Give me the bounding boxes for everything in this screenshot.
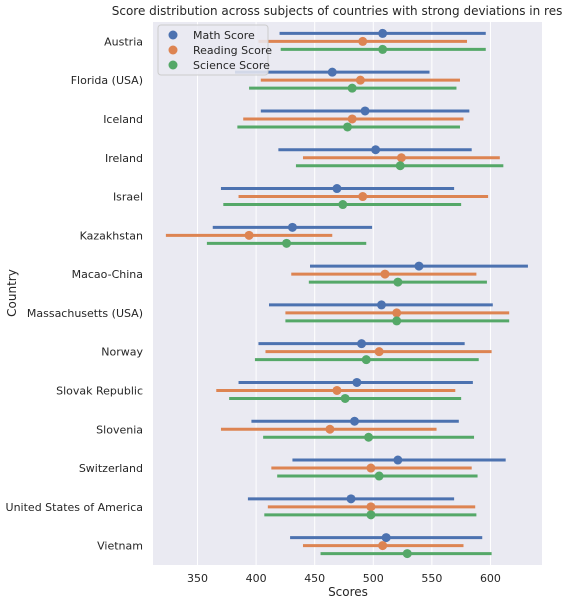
mean-point (325, 424, 335, 434)
mean-point (414, 261, 424, 271)
x-tick-label: 400 (246, 572, 267, 585)
mean-point (392, 308, 402, 318)
series-reading-score (165, 36, 510, 551)
y-tick-label: Austria (104, 35, 143, 48)
series-math-score (212, 28, 528, 543)
y-tick-label: Vietnam (97, 540, 143, 553)
mean-point (371, 145, 381, 155)
mean-point (332, 385, 342, 395)
series-science-score (206, 44, 510, 559)
y-tick-label: Slovak Republic (56, 384, 143, 397)
data-marks (165, 28, 528, 559)
plot-area (153, 22, 542, 565)
y-tick-label: Switzerland (79, 462, 143, 475)
mean-point (374, 471, 384, 481)
y-tick-label: Florida (USA) (71, 74, 143, 87)
mean-point (358, 36, 368, 46)
mean-point (361, 355, 371, 365)
mean-point (393, 277, 403, 287)
x-tick-label: 600 (480, 572, 501, 585)
y-tick-label: Israel (113, 191, 143, 204)
mean-point (381, 533, 391, 543)
mean-point (396, 153, 406, 163)
mean-point (338, 200, 348, 210)
mean-point (355, 75, 365, 85)
mean-point (378, 28, 388, 38)
legend-marker (168, 60, 178, 70)
mean-point (378, 44, 388, 54)
mean-point (380, 269, 390, 279)
y-tick-label: Slovenia (96, 423, 143, 436)
mean-point (374, 347, 384, 357)
mean-point (358, 192, 368, 202)
x-tick-label: 450 (304, 572, 325, 585)
y-tick-label: United States of America (6, 501, 143, 514)
mean-point (376, 300, 386, 310)
y-tick-label: Norway (101, 346, 143, 359)
mean-point (350, 416, 360, 426)
x-tick-label: 500 (363, 572, 384, 585)
y-axis-title: Country (5, 269, 19, 317)
x-axis-tick-labels: 350 400 450 500 550 600 (187, 572, 501, 585)
mean-point (366, 502, 376, 512)
mean-point (360, 106, 370, 116)
mean-point (327, 67, 337, 77)
mean-point (346, 494, 356, 504)
legend-marker (168, 45, 178, 55)
y-tick-label: Kazakhstan (80, 229, 143, 242)
mean-point (347, 83, 357, 93)
y-tick-label: Massachusetts (USA) (27, 307, 143, 320)
mean-point (343, 122, 352, 132)
y-axis-tick-labels: Austria Florida (USA) Iceland Ireland Israel… (6, 35, 144, 552)
mean-point (352, 377, 362, 387)
mean-point (395, 161, 405, 171)
legend-marker (168, 30, 178, 40)
y-tick-label: Iceland (103, 113, 143, 126)
mean-point (364, 432, 374, 442)
mean-point (244, 230, 254, 240)
gridlines (197, 22, 491, 565)
legend-label: Science Score (193, 59, 270, 72)
legend-label: Math Score (193, 29, 255, 42)
x-tick-label: 350 (187, 572, 208, 585)
x-tick-label: 550 (421, 572, 442, 585)
mean-point (393, 455, 403, 465)
chart-title: Score distribution across subjects of co… (112, 4, 562, 18)
mean-point (366, 510, 376, 520)
mean-point (357, 339, 367, 349)
legend: Math Score Reading Score Science Score (157, 24, 272, 76)
mean-point (392, 316, 402, 326)
y-tick-label: Macao-China (72, 268, 143, 281)
mean-point (366, 463, 376, 473)
x-axis-title: Scores (328, 585, 368, 599)
mean-point (282, 238, 292, 248)
mean-point (332, 184, 342, 194)
y-tick-label: Ireland (105, 152, 143, 165)
mean-point (287, 222, 297, 232)
legend-label: Reading Score (193, 44, 272, 57)
mean-point (402, 549, 412, 559)
legend-box (157, 24, 269, 76)
mean-point (347, 114, 357, 124)
mean-point (378, 541, 388, 551)
mean-point (340, 393, 350, 403)
